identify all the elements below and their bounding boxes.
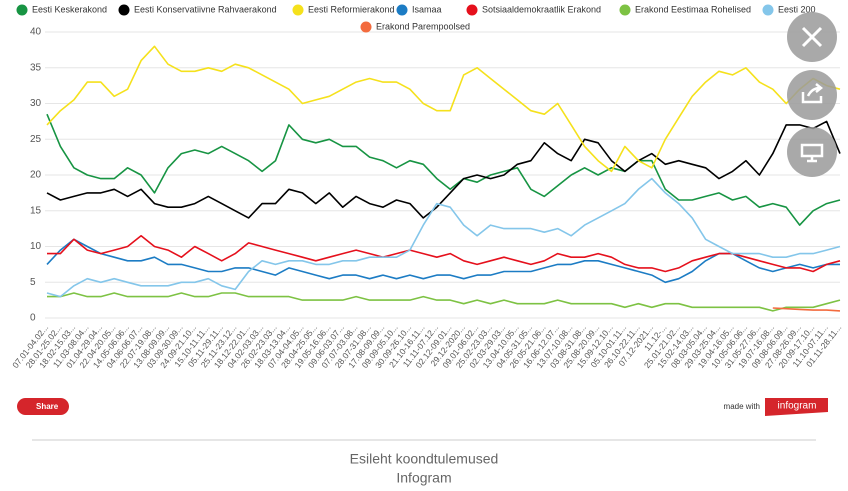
brand[interactable]: infogram (778, 401, 817, 412)
present-button[interactable] (787, 127, 837, 177)
made-with: made with (724, 402, 760, 411)
legend-swatch (396, 4, 408, 16)
legend-swatch (118, 4, 130, 16)
y-tick-label: 40 (30, 27, 42, 38)
infogram-badge[interactable]: infogram (765, 398, 828, 416)
legend-label: Eesti Keskerakond (32, 4, 107, 14)
y-tick-label: 0 (30, 313, 36, 324)
share-button[interactable]: Share (17, 398, 69, 415)
share-label[interactable]: Share (36, 402, 59, 411)
chart: 051015202530354007.01-04.02...28.01-25.0… (10, 4, 843, 370)
series-line (47, 235, 841, 273)
legend-label: Eesti Reformierakond (308, 4, 395, 14)
legend-label: Erakond Parempoolsed (376, 21, 470, 31)
legend-label: Erakond Eestimaa Rohelised (635, 4, 751, 14)
legend-swatch (466, 4, 478, 16)
legend-label: Eesti Konservatiivne Rahvaerakond (134, 4, 277, 14)
y-tick-label: 35 (30, 62, 42, 73)
legend-label: Isamaa (412, 4, 442, 14)
y-tick-label: 5 (30, 277, 36, 288)
close-icon (801, 26, 823, 48)
legend-label: Eesti 200 (778, 4, 816, 14)
y-tick-label: 10 (30, 241, 42, 252)
footer-source: Infogram (396, 470, 451, 486)
legend-swatch (360, 21, 372, 33)
side-buttons (787, 12, 837, 177)
present-icon (800, 143, 824, 163)
series-line (46, 177, 841, 298)
legend-swatch (292, 4, 304, 16)
footer-title: Esileht koondtulemused (350, 451, 499, 467)
y-tick-label: 20 (30, 170, 42, 181)
series-line (47, 292, 841, 312)
legend-swatch (619, 4, 631, 16)
share-button-bg[interactable] (17, 398, 69, 415)
series-line (772, 307, 841, 312)
badge-bg[interactable] (765, 398, 828, 416)
share-icon (801, 83, 824, 104)
legend-swatch (16, 4, 28, 16)
share-icon-button[interactable] (787, 70, 837, 120)
legend-swatch (762, 4, 774, 16)
series-line (46, 238, 840, 284)
series-line (46, 45, 841, 173)
y-tick-label: 30 (30, 98, 42, 109)
series-line (46, 113, 841, 226)
legend-label: Sotsiaaldemokraatlik Erakond (482, 4, 601, 14)
series-line (46, 120, 841, 219)
y-tick-label: 25 (30, 134, 42, 145)
y-tick-label: 15 (30, 205, 42, 216)
